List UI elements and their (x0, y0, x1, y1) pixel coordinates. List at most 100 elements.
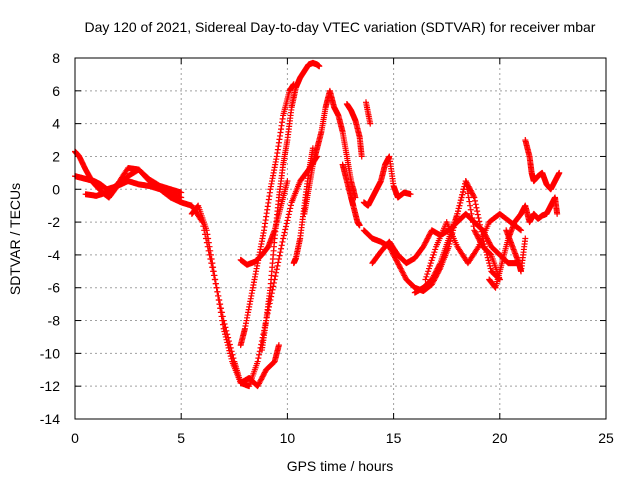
data-point (228, 355, 235, 362)
x-tick-label: 10 (280, 430, 296, 446)
data-point (429, 254, 436, 261)
series-J (343, 100, 365, 160)
data-point (287, 205, 294, 212)
y-tick-label: 8 (52, 50, 60, 66)
x-tick-label: 15 (386, 430, 402, 446)
data-point (283, 220, 290, 227)
data-point (219, 317, 226, 324)
y-tick-label: -14 (40, 411, 60, 427)
data-point (518, 227, 525, 234)
data-point (213, 284, 220, 291)
data-point (209, 260, 216, 267)
data-point (468, 210, 475, 217)
data-point (205, 239, 212, 246)
data-point (286, 208, 293, 215)
y-tick-label: 0 (52, 181, 60, 197)
data-point (284, 178, 291, 185)
data-point (467, 202, 474, 209)
data-point (217, 305, 224, 312)
data-point (517, 226, 524, 233)
data-point (224, 342, 231, 349)
data-point (427, 260, 434, 267)
data-point (215, 297, 222, 304)
data-points (72, 59, 563, 390)
data-point (422, 276, 429, 283)
data-point (280, 232, 287, 239)
plot-frame (74, 57, 607, 420)
data-point (223, 336, 230, 343)
data-point (277, 249, 284, 256)
series-S (522, 137, 563, 193)
data-point (215, 292, 222, 299)
series-G (258, 59, 323, 354)
data-point (276, 252, 283, 259)
data-point (466, 198, 473, 205)
series-P (411, 178, 503, 296)
data-point (425, 268, 432, 275)
data-point (281, 229, 288, 236)
data-point (279, 238, 286, 245)
data-point (462, 178, 469, 185)
data-point (275, 256, 282, 263)
data-point (225, 344, 232, 351)
data-point (432, 246, 439, 253)
data-point (407, 191, 414, 198)
y-tick-label: 4 (52, 116, 60, 132)
data-point (474, 211, 481, 218)
data-point (256, 351, 263, 358)
series-E (237, 81, 297, 349)
data-point (424, 271, 431, 278)
data-point (204, 231, 211, 238)
data-point (426, 265, 432, 272)
data-point (458, 194, 465, 201)
data-point (485, 257, 492, 264)
data-point (218, 313, 225, 320)
x-tick-label: 5 (177, 430, 185, 446)
data-point (467, 206, 474, 213)
data-point (423, 273, 430, 280)
data-point (227, 353, 234, 360)
ticks: 0 5 10 15 20 25 -14 -12 -10 -8 -6 -4 -2 0 2 4 6 8 (40, 50, 614, 446)
data-point (474, 208, 481, 215)
data-point (431, 249, 438, 256)
data-point (224, 339, 231, 346)
data-point (358, 153, 365, 160)
data-point (469, 214, 476, 221)
chart-title: Day 120 of 2021, Sidereal Day-to-day VTE… (85, 19, 596, 35)
data-point (454, 210, 461, 217)
data-point (465, 194, 472, 201)
data-point (216, 301, 223, 308)
data-point (367, 120, 374, 127)
data-point (280, 235, 287, 242)
data-point (455, 205, 462, 212)
data-point (426, 262, 433, 269)
series-M (362, 99, 374, 127)
grid (75, 58, 606, 419)
data-point (221, 328, 228, 335)
data-point (273, 269, 280, 276)
data-point (278, 242, 285, 249)
data-point (287, 202, 294, 209)
data-point (470, 223, 477, 230)
data-point (219, 321, 226, 328)
data-point (285, 214, 292, 221)
data-point (220, 325, 227, 332)
data-point (428, 257, 435, 264)
data-point (210, 268, 217, 275)
data-point (282, 223, 289, 230)
data-point (436, 261, 443, 268)
data-point (222, 331, 229, 338)
data-point (255, 355, 262, 362)
data-point (455, 208, 462, 215)
data-point (470, 193, 477, 200)
data-point (456, 202, 463, 209)
data-point (316, 63, 323, 70)
y-tick-label: -12 (40, 378, 60, 394)
data-point (486, 262, 493, 269)
series-C (82, 164, 185, 199)
data-point (206, 243, 213, 250)
data-point (487, 265, 494, 272)
x-tick-label: 25 (598, 430, 614, 446)
data-point (463, 182, 470, 189)
data-point (469, 219, 476, 226)
